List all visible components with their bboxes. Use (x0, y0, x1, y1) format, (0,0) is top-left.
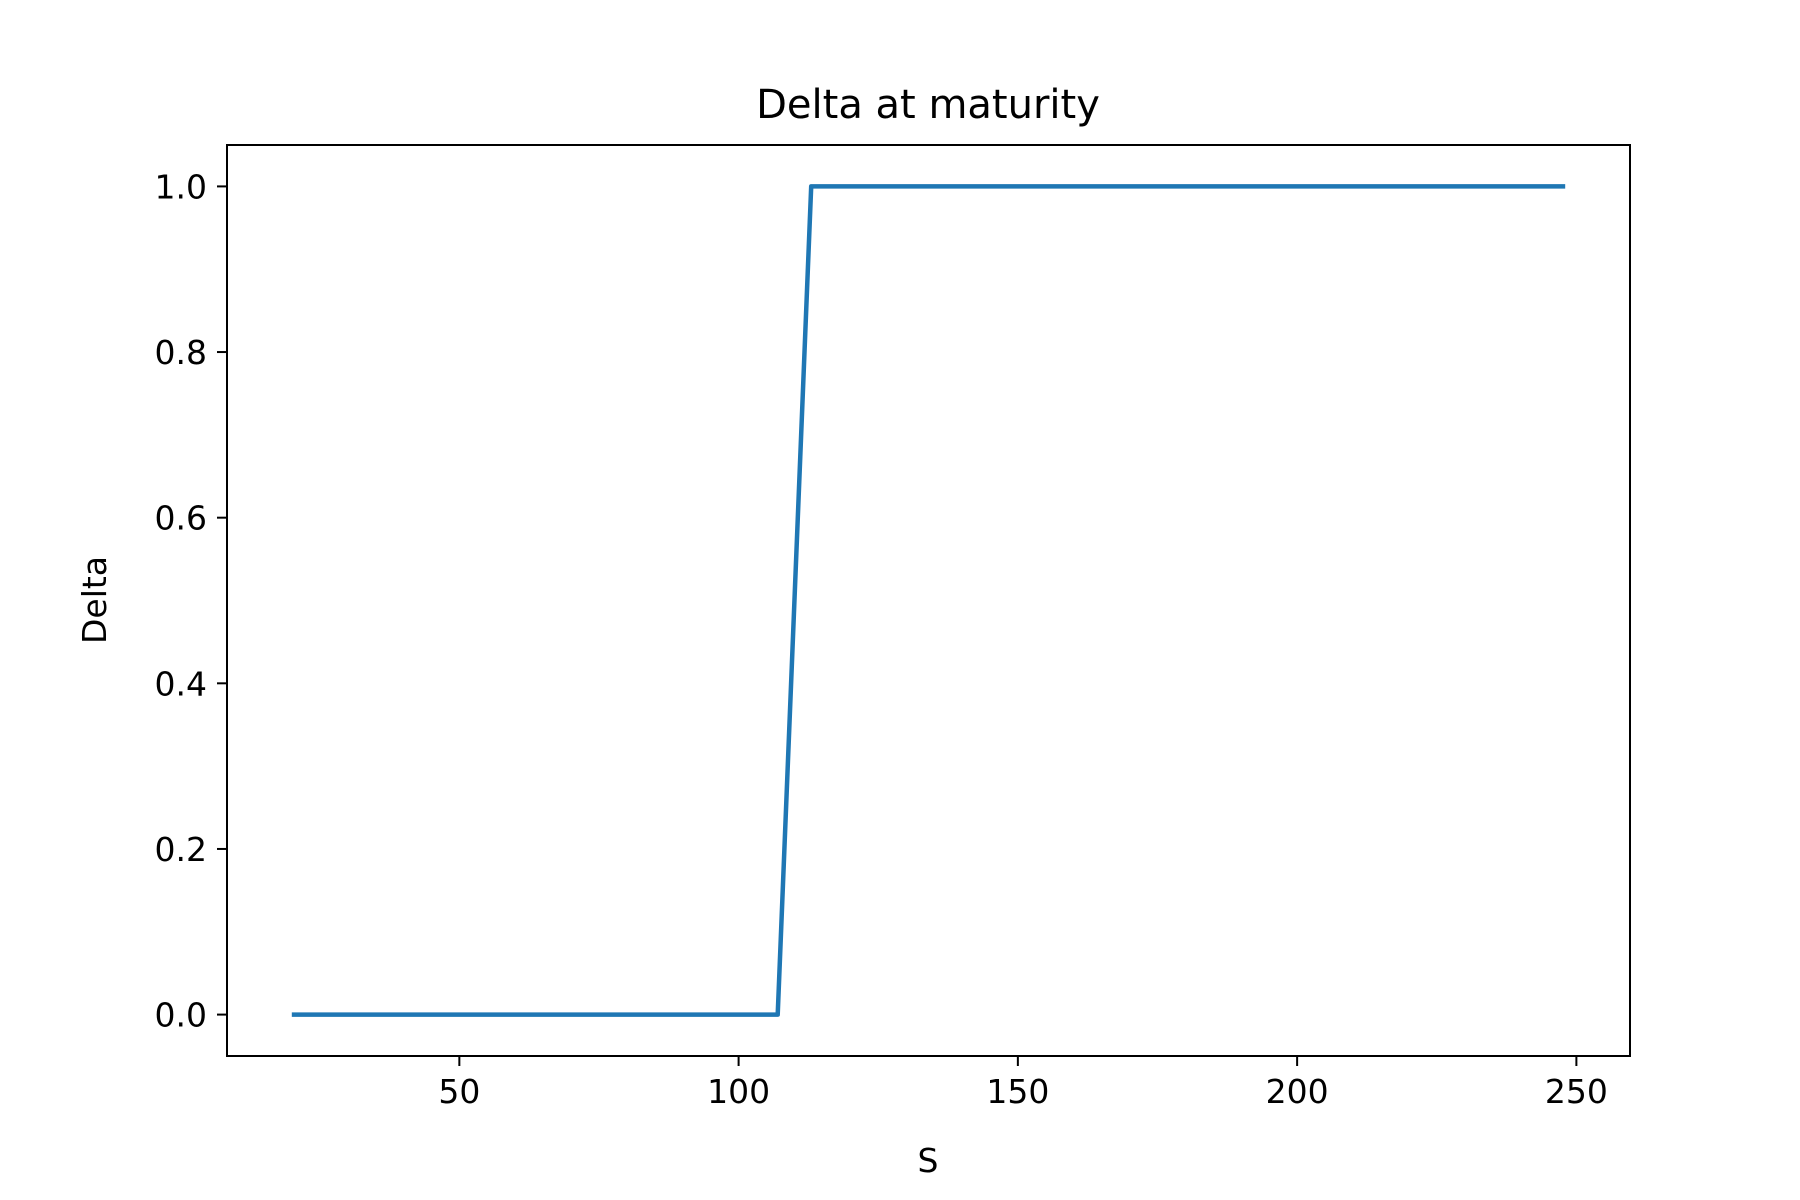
x-tick-label: 150 (986, 1072, 1049, 1111)
y-axis-label: Delta (75, 556, 114, 644)
x-tick-label: 50 (438, 1072, 480, 1111)
x-axis-label: S (918, 1141, 939, 1180)
x-tick-label: 100 (707, 1072, 770, 1111)
y-tick-label: 0.2 (155, 830, 207, 869)
x-axis-ticks: 50 100 150 200 250 (438, 1056, 1608, 1111)
plot-area (227, 145, 1630, 1056)
y-tick-label: 1.0 (155, 167, 207, 206)
axes-frame (226, 144, 1631, 1057)
delta-series-line (291, 184, 1566, 1017)
y-tick-label: 0.0 (155, 996, 207, 1035)
y-tick-label: 0.4 (155, 664, 207, 703)
chart-title: Delta at maturity (756, 82, 1100, 128)
y-tick-label: 0.6 (155, 499, 207, 538)
y-axis-ticks: 0.0 0.2 0.4 0.6 0.8 1.0 (155, 167, 227, 1035)
series-layer (291, 184, 1566, 1017)
x-tick-label: 200 (1266, 1072, 1329, 1111)
y-tick-label: 0.8 (155, 333, 207, 372)
x-tick-label: 250 (1545, 1072, 1608, 1111)
